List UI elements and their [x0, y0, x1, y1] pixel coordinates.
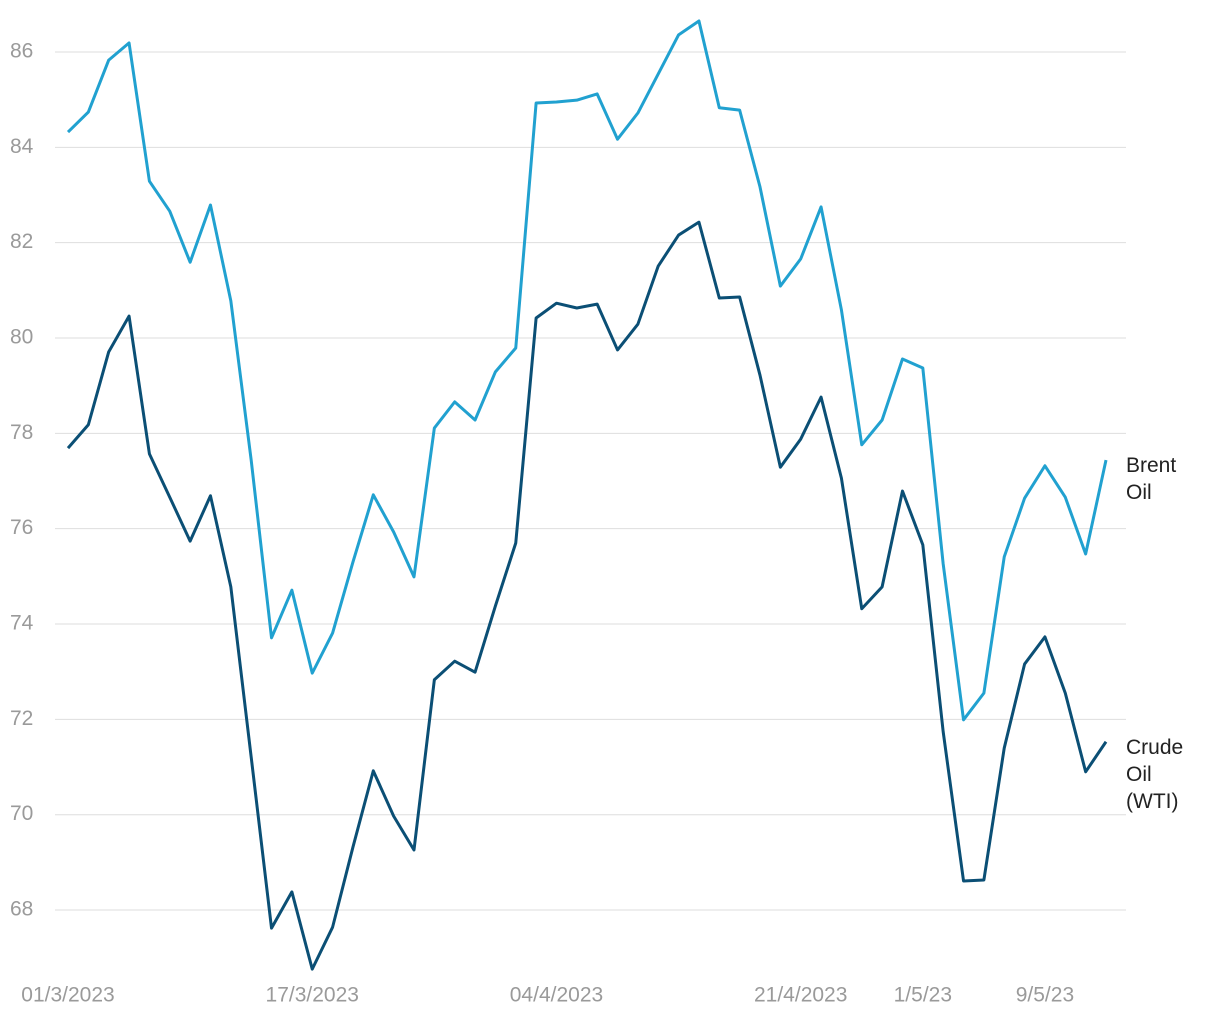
y-tick-label: 76	[10, 516, 33, 539]
y-tick-label: 86	[10, 40, 33, 63]
x-tick-label: 9/5/23	[1016, 984, 1074, 1007]
y-tick-label: 82	[10, 230, 33, 253]
x-tick-label: 04/4/2023	[510, 984, 603, 1007]
series-label: Crude Oil (WTI)	[1126, 735, 1183, 812]
x-tick-label: 01/3/2023	[21, 984, 114, 1007]
x-tick-label: 1/5/23	[894, 984, 952, 1007]
y-tick-label: 80	[10, 326, 33, 349]
x-tick-label: 17/3/2023	[266, 984, 359, 1007]
y-tick-label: 84	[10, 135, 34, 158]
x-tick-label: 21/4/2023	[754, 984, 847, 1007]
y-tick-label: 74	[10, 612, 34, 635]
y-tick-label: 68	[10, 898, 33, 921]
y-tick-label: 78	[10, 421, 33, 444]
y-tick-label: 70	[10, 802, 33, 825]
series-line	[66, 220, 1108, 971]
series-line	[66, 19, 1108, 722]
y-tick-label: 72	[10, 707, 33, 730]
series-label: Brent Oil	[1126, 454, 1176, 504]
